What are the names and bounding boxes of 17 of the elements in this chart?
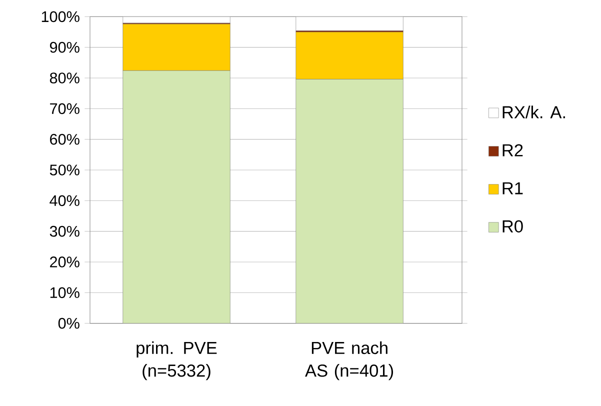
y-tick-label: 60% bbox=[50, 134, 80, 145]
y-tick-label: 100% bbox=[42, 11, 80, 22]
y-tick-label: 20% bbox=[50, 256, 80, 268]
y-tick-label: 40% bbox=[50, 195, 80, 206]
y-tick-label: 30% bbox=[50, 226, 80, 237]
legend-label: R1 bbox=[502, 182, 523, 194]
y-tick-label: 0% bbox=[58, 318, 80, 329]
y-tick-label: 10% bbox=[50, 287, 80, 298]
x-tick-label: prim. PVE (n=5332) bbox=[136, 341, 217, 380]
y-tick-label: 70% bbox=[50, 103, 80, 114]
y-tick-label: 80% bbox=[50, 72, 80, 84]
legend-label: RX/k. A. bbox=[502, 106, 565, 118]
x-tick-label: PVE nach AS (n=401) bbox=[305, 341, 394, 380]
y-tick-label: 90% bbox=[50, 42, 80, 53]
legend-label: R2 bbox=[502, 144, 523, 156]
legend-label: R0 bbox=[502, 220, 523, 232]
y-tick-label: 50% bbox=[50, 164, 80, 176]
